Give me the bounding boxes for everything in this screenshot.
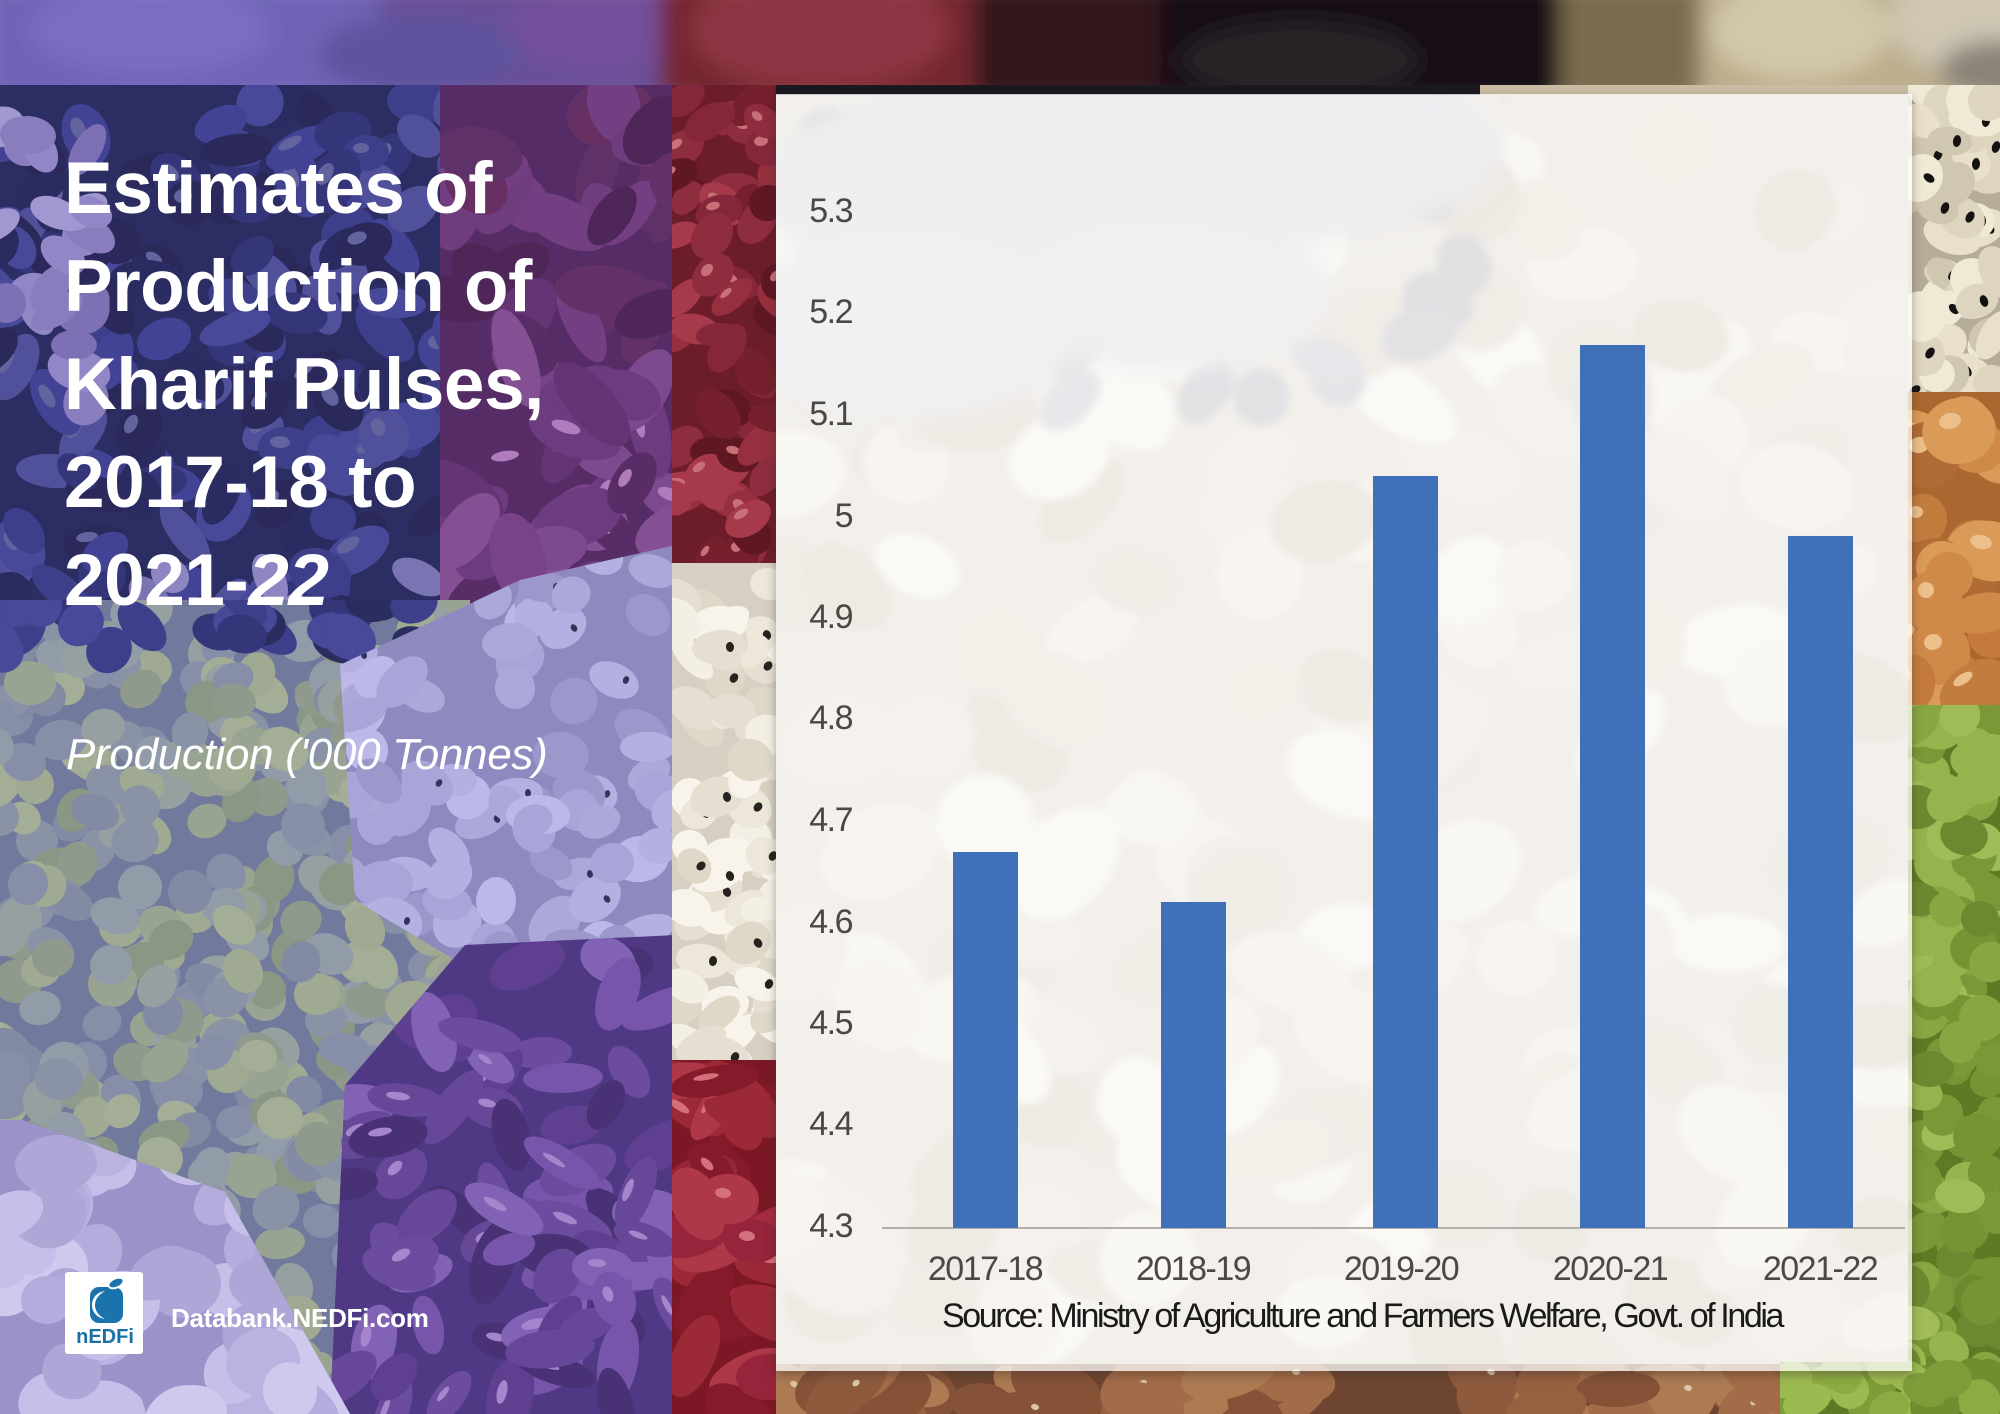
svg-text:nEDFi: nEDFi (76, 1326, 134, 1348)
